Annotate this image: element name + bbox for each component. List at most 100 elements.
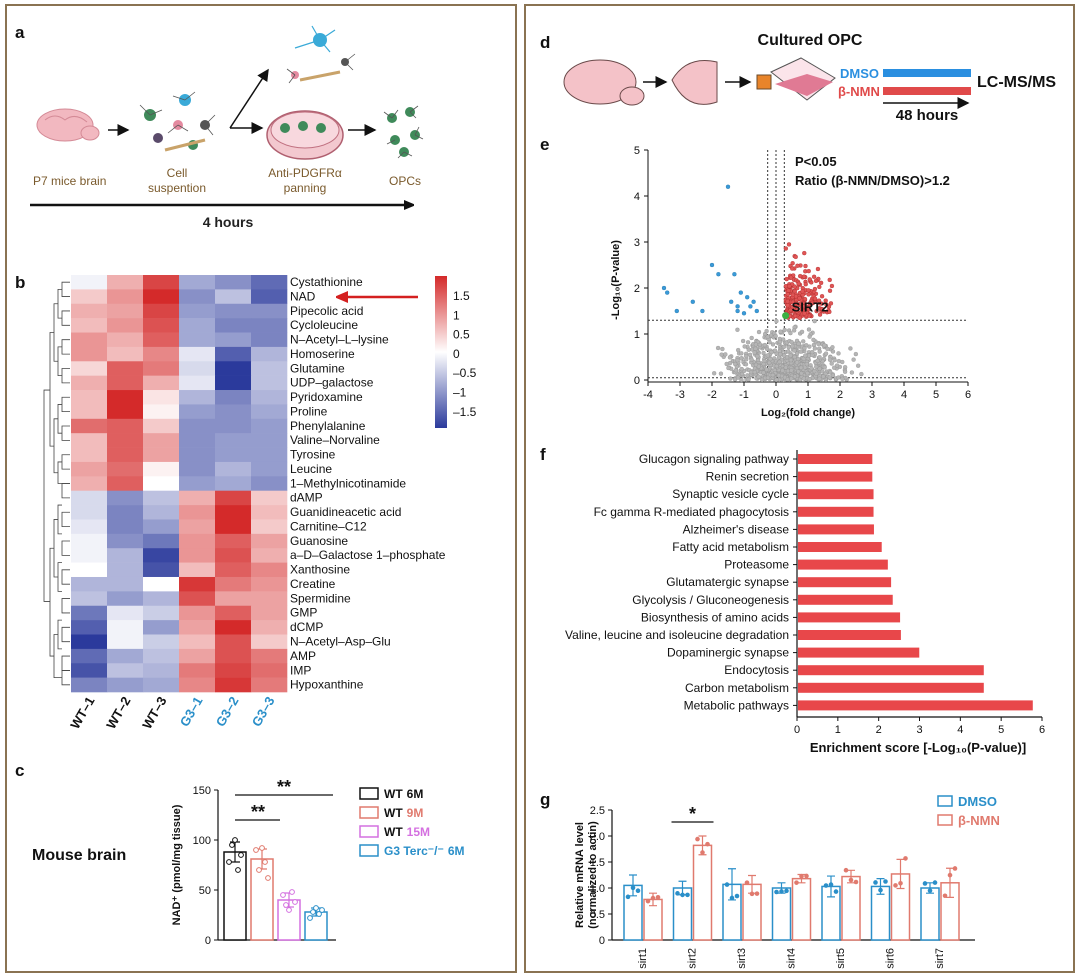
e-point-up: [815, 266, 821, 272]
dendrogram-branch: [61, 396, 70, 413]
dendrogram-branch: [57, 288, 62, 319]
f-category-label: Valine, leucine and isoleucine degradati…: [565, 628, 789, 642]
f-category-label: Alzheimer's disease: [683, 522, 790, 536]
e-point-ns: [774, 377, 779, 382]
g-point: [927, 888, 933, 893]
c-sig-label: **: [277, 777, 291, 797]
e-point-ns: [777, 359, 782, 364]
e-point-ns: [832, 365, 837, 370]
brain-icon-right: [671, 60, 718, 105]
c-legend-swatch: [359, 787, 379, 800]
e-point-ns: [827, 357, 833, 362]
heatmap-cell: [251, 562, 288, 578]
metabolite-label: IMP: [290, 663, 311, 677]
panel-f: f 0 1 2 3 4 5 6 Glucagon signaling pathway Renin…: [540, 445, 1045, 755]
heatmap-cell: [143, 346, 180, 362]
e-y-tick-label: 0: [634, 375, 640, 387]
e-point-down: [709, 262, 715, 268]
g-bar: [771, 887, 792, 941]
dendrogram-branch: [57, 619, 62, 650]
heatmap-cell: [143, 591, 180, 607]
heatmap-cell: [215, 533, 252, 549]
e-point-up: [792, 284, 797, 289]
heatmap-cell: [107, 677, 144, 693]
heatmap-cell: [251, 332, 288, 348]
f-tick-label: 5: [998, 724, 1004, 736]
e-point-up: [802, 296, 808, 302]
heatmap-cell: [215, 461, 252, 477]
brain-icon-left: [563, 59, 645, 106]
e-point-up: [812, 296, 818, 301]
dendrogram-branch: [57, 504, 62, 535]
heatmap-cell: [107, 663, 144, 678]
e-y-tick-label: 5: [634, 145, 640, 157]
e-point-ns: [772, 348, 778, 353]
heatmap-cell: [215, 591, 252, 607]
e-point-ns: [774, 363, 779, 369]
metabolite-label: NAD: [290, 289, 316, 303]
heatmap-cell: [143, 476, 180, 491]
f-bar: [798, 489, 874, 500]
e-point-up: [785, 299, 790, 304]
f-category-label: Fatty acid metabolism: [672, 540, 789, 554]
e-point-ns: [746, 347, 751, 352]
heatmap-cell: [107, 375, 144, 391]
legend-nmn-box: [937, 814, 953, 826]
heatmap-cell: [143, 490, 180, 506]
heatmap-cell: [71, 433, 108, 448]
e-point-up: [816, 298, 822, 303]
f-bar: [798, 471, 873, 482]
e-point-ns: [774, 318, 779, 324]
heatmap-cell: [251, 303, 288, 319]
g-point: [729, 895, 735, 901]
f-tick-label: 6: [1039, 724, 1045, 736]
heatmap-cell: [179, 361, 216, 376]
e-point-ns: [723, 352, 728, 357]
heatmap-cell: [215, 318, 252, 333]
heatmap-cell: [215, 648, 252, 664]
heatmap-cell: [251, 519, 288, 535]
heatmap-cell: [179, 620, 216, 635]
e-point-ns: [834, 363, 840, 368]
e-point-ns: [851, 357, 856, 362]
legend-tick: –1.5: [453, 405, 477, 419]
heatmap-cell: [71, 375, 108, 391]
heatmap-cell: [143, 620, 180, 635]
heatmap-cell: [71, 620, 108, 635]
c-legend-label: G3 Terc⁻/⁻ 6M: [384, 844, 464, 858]
nad-bar-chart: 0 50 100 150 ** **: [193, 777, 336, 947]
heatmap-cell: [71, 318, 108, 333]
heatmap-cell: [251, 591, 288, 607]
heatmap-cell: [107, 303, 144, 319]
panel-c: c Mouse brain NAD⁺ (pmol/mg tissue) 0 50 1…: [15, 761, 464, 947]
e-point-ns: [770, 372, 775, 378]
panel-g: g Relative mRNA level (normalized to act…: [540, 790, 1000, 969]
e-point-ns: [856, 363, 861, 368]
sample-label: G3–1: [177, 694, 206, 729]
e-point-ns: [768, 356, 773, 362]
f-bar: [798, 647, 920, 658]
e-point-down: [661, 285, 667, 291]
heatmap-cell: [143, 390, 180, 405]
c-point: [229, 842, 235, 848]
heatmap-cell: [143, 634, 180, 650]
sample-label: G3–3: [249, 694, 278, 729]
e-point-ns: [815, 358, 820, 363]
heatmap-cell: [179, 461, 216, 477]
e-point-ns: [739, 356, 744, 361]
metabolite-label: dAMP: [290, 491, 323, 505]
heatmap-cell: [71, 634, 108, 650]
e-point-ns: [816, 341, 821, 347]
c-legend-label: WT 9M: [384, 806, 423, 820]
dendrogram-branch: [61, 454, 70, 470]
heatmap-cell: [179, 648, 216, 664]
c-point: [280, 892, 286, 898]
heatmap-cell: [71, 648, 108, 664]
e-point-ns: [752, 350, 757, 355]
metabolite-label: Glutamine: [290, 361, 345, 375]
g-point: [942, 893, 948, 899]
dendrogram-branch: [61, 339, 70, 355]
dendrogram-branch: [61, 655, 70, 671]
heatmap-cell: [215, 476, 252, 491]
